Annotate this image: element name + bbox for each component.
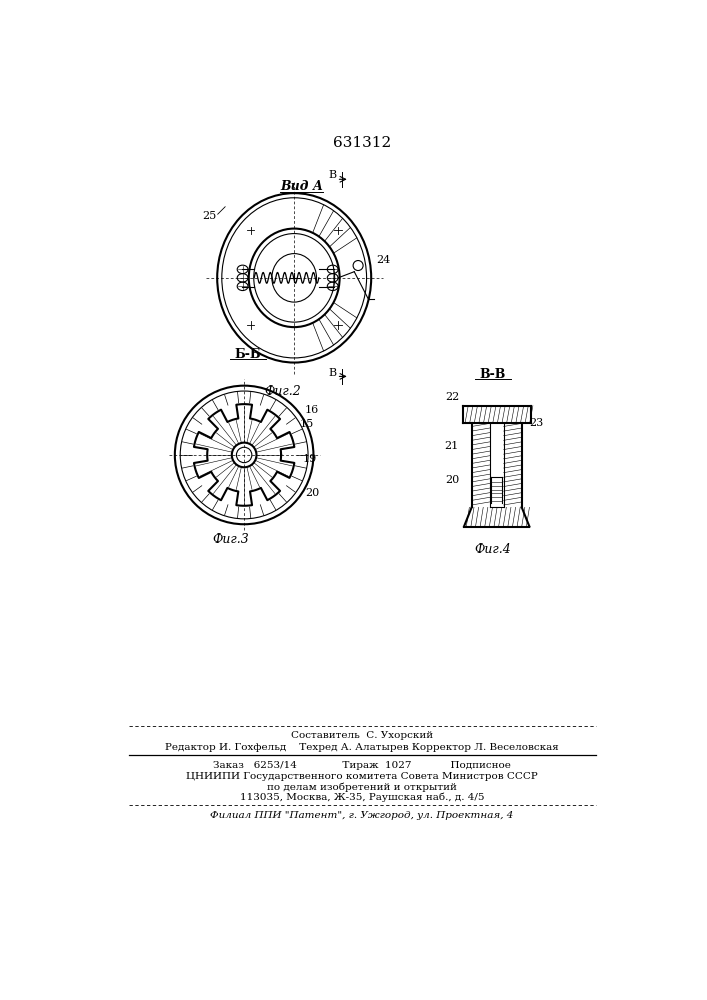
- Ellipse shape: [232, 443, 257, 467]
- Text: В-В: В-В: [479, 368, 506, 381]
- Text: Фиг.4: Фиг.4: [474, 543, 511, 556]
- Text: Заказ   6253/14              Тираж  1027            Подписное: Заказ 6253/14 Тираж 1027 Подписное: [213, 761, 511, 770]
- Text: Фиг.2: Фиг.2: [264, 385, 301, 398]
- Text: 20: 20: [445, 475, 460, 485]
- Text: Филиал ППИ "Патент", г. Ужгород, ул. Проектная, 4: Филиал ППИ "Патент", г. Ужгород, ул. Про…: [210, 811, 514, 820]
- Text: Редактор И. Гохфельд    Техред А. Алатырев Корректор Л. Веселовская: Редактор И. Гохфельд Техред А. Алатырев …: [165, 743, 559, 752]
- Text: 19: 19: [303, 454, 317, 464]
- Text: ЦНИИПИ Государственного комитета Совета Министров СССР: ЦНИИПИ Государственного комитета Совета …: [186, 772, 538, 781]
- Text: 22: 22: [445, 392, 460, 402]
- Text: Б-Б: Б-Б: [235, 348, 262, 361]
- Text: В: В: [329, 170, 337, 180]
- Text: 15: 15: [300, 419, 314, 429]
- Text: 25: 25: [202, 211, 216, 221]
- Text: В: В: [329, 368, 337, 378]
- Text: 631312: 631312: [333, 136, 391, 150]
- Text: 24: 24: [376, 255, 390, 265]
- Text: Вид А: Вид А: [281, 180, 323, 193]
- Text: 23: 23: [529, 418, 543, 428]
- Text: 113035, Москва, Ж-35, Раушская наб., д. 4/5: 113035, Москва, Ж-35, Раушская наб., д. …: [240, 793, 484, 802]
- Text: Фиг.3: Фиг.3: [212, 533, 249, 546]
- Ellipse shape: [236, 447, 252, 463]
- Text: 16: 16: [304, 405, 318, 415]
- Text: Составитель  С. Ухорский: Составитель С. Ухорский: [291, 732, 433, 740]
- Text: 21: 21: [444, 441, 458, 451]
- Text: по делам изобретений и открытий: по делам изобретений и открытий: [267, 782, 457, 792]
- Text: 20: 20: [305, 488, 320, 498]
